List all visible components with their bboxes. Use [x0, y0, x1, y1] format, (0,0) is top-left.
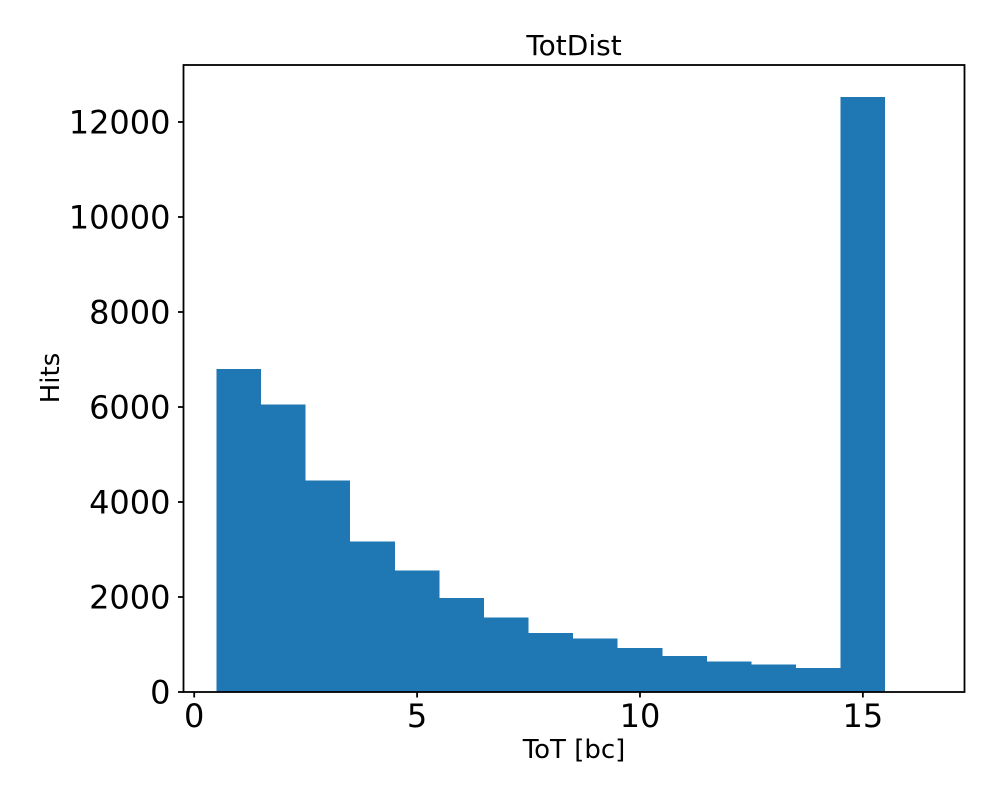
histogram-bar	[305, 480, 351, 693]
y-tick-label: 2000	[89, 579, 170, 617]
histogram-bar	[796, 667, 841, 692]
x-axis-label: ToT [bc]	[522, 735, 626, 765]
histogram-bar	[706, 661, 752, 692]
x-tick-label: 5	[407, 697, 427, 735]
histogram-bar	[751, 664, 796, 692]
axes-layer: 0 5 10 15 0 2000 4000 6000 8000 10000 12000	[69, 64, 966, 735]
histogram-bar	[840, 96, 886, 692]
bars-layer	[216, 96, 886, 693]
y-tick-label: 8000	[89, 294, 170, 332]
histogram-bar	[483, 617, 529, 692]
histogram-bar	[573, 638, 618, 692]
y-tick-label: 12000	[69, 104, 171, 142]
chart-title: TotDist	[525, 29, 621, 62]
y-tick-label: 0	[150, 674, 170, 712]
y-tick-label: 4000	[89, 484, 170, 522]
plot-border	[182, 64, 966, 693]
histogram-bar	[439, 597, 484, 692]
y-axis-label: Hits	[36, 353, 66, 404]
y-tick-label: 10000	[69, 199, 171, 237]
histogram-bar	[528, 633, 574, 692]
histogram-bar	[394, 570, 440, 692]
histogram-bar	[662, 655, 707, 692]
x-tick-label: 15	[843, 697, 884, 735]
histogram-bar	[261, 404, 306, 693]
histogram-bar	[617, 647, 663, 692]
histogram-bar	[216, 369, 262, 692]
y-tick-label: 6000	[89, 389, 170, 427]
x-tick-label: 10	[620, 697, 661, 735]
histogram-bar	[350, 541, 395, 692]
x-tick-label: 0	[184, 697, 204, 735]
